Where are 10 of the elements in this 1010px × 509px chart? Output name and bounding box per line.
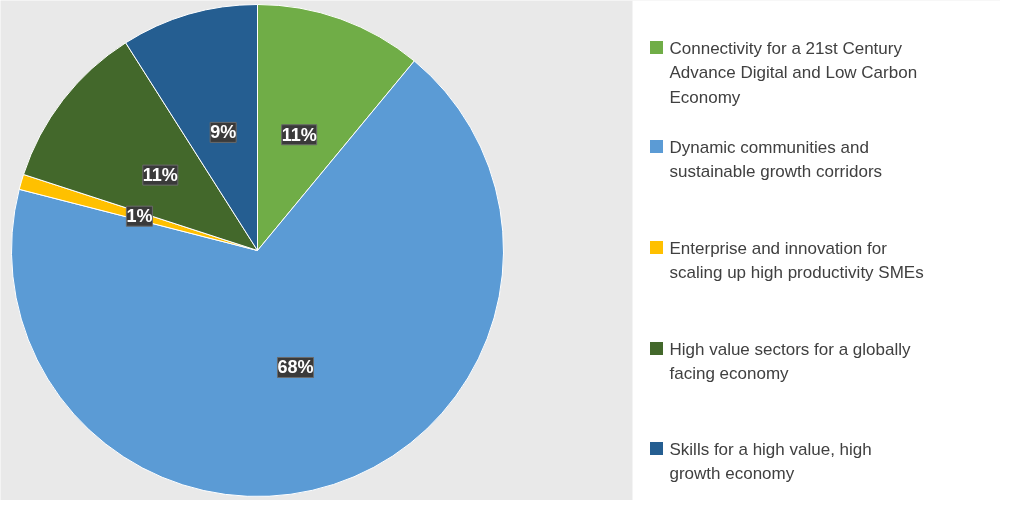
legend-label: High value sectors for a globally facing economy: [669, 339, 911, 384]
legend-label: Enterprise and innovation for scaling up high productivity SMEs: [669, 238, 924, 283]
data-label: 1%: [126, 206, 153, 227]
data-label: 9%: [210, 122, 237, 143]
data-label: 11%: [281, 124, 317, 145]
legend-label: Connectivity for a 21st Century Advance Digital and Low Carbon Economy: [669, 38, 918, 107]
data-label: 11%: [142, 165, 178, 186]
legend-label: Skills for a high value, high growth economy: [669, 439, 872, 484]
legend-label: Dynamic communities and sustainable growth corridors: [669, 137, 883, 182]
data-label: 68%: [277, 357, 314, 378]
